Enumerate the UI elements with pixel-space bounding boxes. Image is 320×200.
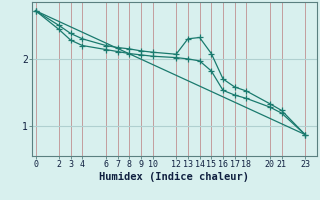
X-axis label: Humidex (Indice chaleur): Humidex (Indice chaleur) [100, 172, 249, 182]
